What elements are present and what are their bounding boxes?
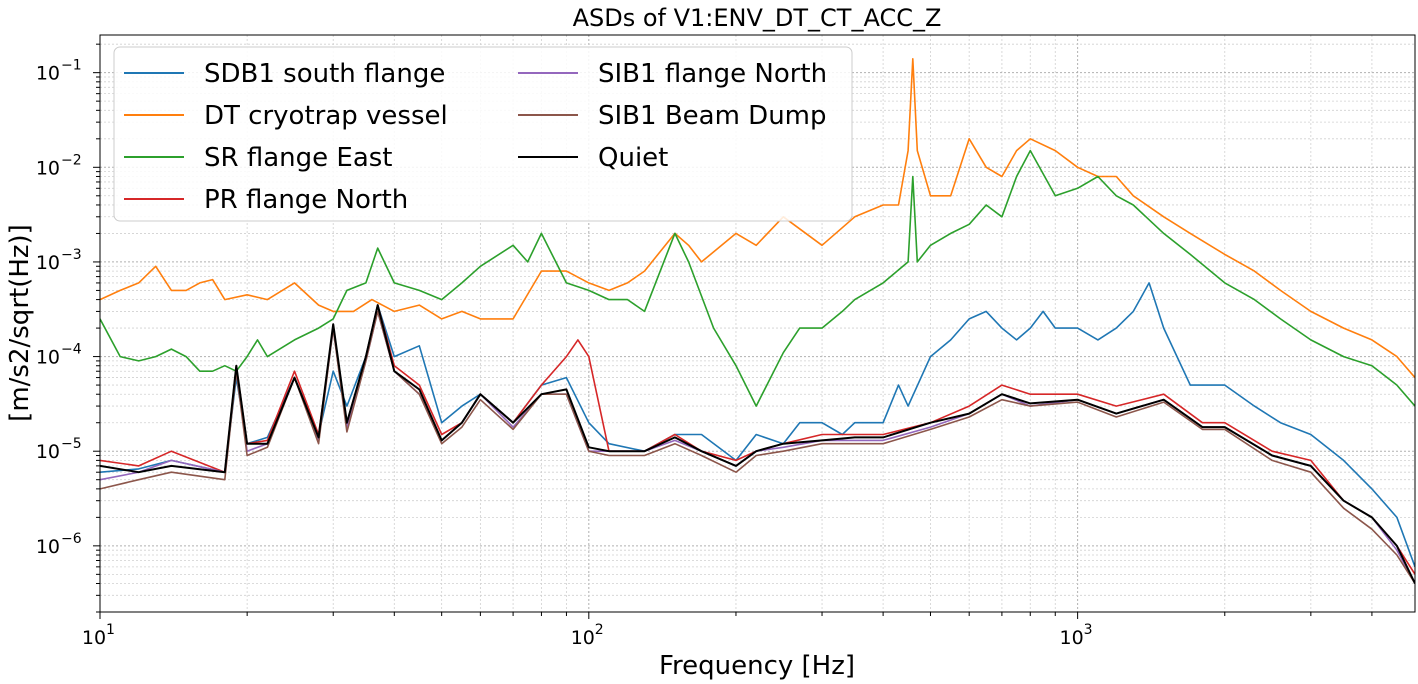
legend-label: SDB1 south flange — [204, 59, 445, 89]
y-axis-ticks: 10−610−510−410−310−210−1 — [36, 43, 100, 613]
x-tick-exponent: 2 — [595, 622, 604, 638]
y-tick-label: 10 — [36, 63, 60, 85]
x-tick-label: 10 — [1060, 627, 1084, 649]
y-tick-label: 10 — [36, 536, 60, 558]
y-tick-exponent: −5 — [61, 436, 82, 452]
legend-box — [113, 46, 853, 222]
x-tick-exponent: 1 — [106, 622, 115, 638]
y-tick-exponent: −2 — [61, 152, 82, 168]
series-line — [100, 282, 1415, 568]
legend-label: SIB1 flange North — [598, 59, 827, 89]
x-axis-ticks: 10 1 10 2 10 3 — [82, 612, 1373, 649]
series-line — [100, 310, 1415, 584]
x-tick-label: 10 — [571, 627, 595, 649]
series-line — [100, 149, 1415, 407]
legend-label: PR flange North — [204, 185, 408, 215]
chart-title: ASDs of V1:ENV_DT_CT_ACC_Z — [573, 4, 942, 32]
y-tick-label: 10 — [36, 441, 60, 463]
x-tick-label: 10 — [82, 627, 106, 649]
x-axis-label: Frequency [Hz] — [659, 651, 855, 681]
series-lines — [100, 57, 1415, 584]
plot-frame — [99, 34, 1416, 613]
x-tick-exponent: 3 — [1084, 622, 1093, 638]
y-tick-exponent: −4 — [61, 342, 82, 358]
series-line — [100, 57, 1415, 379]
y-axis-label: [m/s2/sqrt(Hz)] — [5, 224, 35, 422]
y-tick-exponent: −1 — [61, 58, 82, 74]
legend-label: DT cryotrap vessel — [204, 101, 448, 131]
y-tick-exponent: −6 — [61, 531, 82, 547]
y-tick-exponent: −3 — [61, 247, 82, 263]
legend-label: SR flange East — [204, 143, 393, 173]
legend: SDB1 south flange DT cryotrap vessel SR fl… — [113, 46, 853, 222]
legend-label: SIB1 Beam Dump — [598, 101, 827, 131]
y-tick-label: 10 — [36, 157, 60, 179]
y-tick-label: 10 — [36, 252, 60, 274]
series-line — [100, 304, 1415, 584]
legend-label: Quiet — [598, 143, 668, 173]
y-tick-label: 10 — [36, 347, 60, 369]
